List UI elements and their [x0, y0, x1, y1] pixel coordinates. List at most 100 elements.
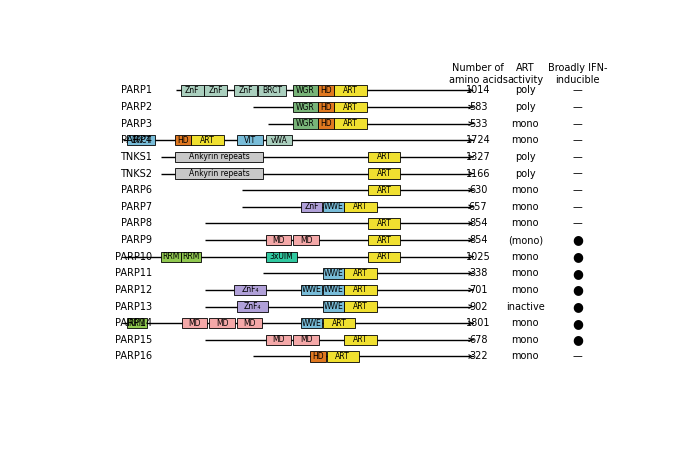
FancyBboxPatch shape — [181, 85, 204, 95]
Text: ART: ART — [353, 302, 368, 311]
Text: Broadly IFN-
inducible: Broadly IFN- inducible — [548, 63, 607, 85]
Text: PARP16: PARP16 — [114, 351, 152, 361]
FancyBboxPatch shape — [191, 135, 223, 145]
Text: ART: ART — [335, 352, 350, 361]
Text: 902: 902 — [469, 302, 487, 311]
Text: Number of
amino acids: Number of amino acids — [449, 63, 508, 85]
Text: PARP2: PARP2 — [121, 102, 152, 112]
Text: —: — — [573, 86, 583, 95]
FancyBboxPatch shape — [265, 335, 291, 345]
Text: 1166: 1166 — [466, 169, 490, 179]
Text: 1014: 1014 — [466, 86, 490, 95]
Text: —: — — [573, 218, 583, 229]
Text: ●: ● — [572, 234, 584, 247]
FancyBboxPatch shape — [368, 168, 401, 179]
Text: mono: mono — [512, 318, 539, 328]
Text: 322: 322 — [468, 351, 487, 361]
Text: mono: mono — [512, 268, 539, 279]
Text: 1327: 1327 — [466, 152, 491, 162]
FancyBboxPatch shape — [301, 318, 322, 328]
Text: PARP9: PARP9 — [121, 235, 152, 245]
Text: mono: mono — [512, 135, 539, 145]
Text: MD: MD — [272, 235, 284, 244]
Text: BRCT: BRCT — [131, 136, 151, 145]
Text: 854: 854 — [469, 218, 487, 229]
Text: ART
activity: ART activity — [507, 63, 544, 85]
Text: ART: ART — [377, 153, 391, 162]
FancyBboxPatch shape — [334, 85, 367, 95]
FancyBboxPatch shape — [310, 351, 326, 362]
FancyBboxPatch shape — [323, 285, 344, 295]
Text: PARP1: PARP1 — [121, 86, 152, 95]
Text: WWE: WWE — [302, 319, 322, 328]
FancyBboxPatch shape — [127, 135, 155, 145]
Text: —: — — [573, 119, 583, 129]
Text: MD: MD — [188, 319, 200, 328]
Text: ART: ART — [343, 86, 358, 95]
Text: PARP7: PARP7 — [121, 202, 152, 212]
Text: BRCT: BRCT — [262, 86, 282, 95]
Text: 533: 533 — [469, 119, 487, 129]
FancyBboxPatch shape — [204, 85, 227, 95]
Text: 701: 701 — [469, 285, 487, 295]
Text: ZnF: ZnF — [238, 86, 253, 95]
Text: PARP11: PARP11 — [114, 268, 152, 279]
FancyBboxPatch shape — [181, 318, 207, 328]
Text: ART: ART — [332, 319, 347, 328]
Text: MD: MD — [272, 335, 284, 344]
FancyBboxPatch shape — [237, 302, 268, 312]
Text: mono: mono — [512, 119, 539, 129]
Text: ART: ART — [200, 136, 215, 145]
FancyBboxPatch shape — [293, 85, 318, 95]
Text: PARP3: PARP3 — [121, 119, 152, 129]
FancyBboxPatch shape — [237, 135, 263, 145]
Text: ART: ART — [377, 252, 391, 261]
Text: —: — — [573, 351, 583, 361]
Text: ART: ART — [377, 186, 391, 195]
FancyBboxPatch shape — [326, 351, 359, 362]
FancyBboxPatch shape — [265, 135, 292, 145]
FancyBboxPatch shape — [368, 235, 401, 245]
FancyBboxPatch shape — [301, 285, 322, 295]
Text: ART: ART — [353, 335, 368, 344]
Text: WWE: WWE — [324, 202, 343, 211]
Text: mono: mono — [512, 252, 539, 262]
FancyBboxPatch shape — [293, 335, 319, 345]
Text: PARP4: PARP4 — [121, 135, 152, 145]
Text: mono: mono — [512, 218, 539, 229]
Text: —: — — [573, 202, 583, 212]
Text: 583: 583 — [469, 102, 487, 112]
Text: ART: ART — [343, 103, 358, 112]
FancyBboxPatch shape — [234, 285, 265, 295]
Text: HD: HD — [320, 119, 332, 128]
FancyBboxPatch shape — [368, 218, 401, 229]
FancyBboxPatch shape — [368, 252, 401, 262]
Text: WGR: WGR — [296, 103, 315, 112]
Text: HD: HD — [177, 136, 189, 145]
Text: PARP8: PARP8 — [121, 218, 152, 229]
Text: mono: mono — [512, 351, 539, 361]
Text: TNKS2: TNKS2 — [120, 169, 152, 179]
Text: HD: HD — [312, 352, 324, 361]
Text: 3xUIM: 3xUIM — [269, 252, 293, 261]
FancyBboxPatch shape — [323, 318, 355, 328]
FancyBboxPatch shape — [238, 318, 263, 328]
FancyBboxPatch shape — [368, 185, 401, 195]
Text: PARP14: PARP14 — [114, 318, 152, 328]
Text: Ankyrin repeats: Ankyrin repeats — [189, 169, 249, 178]
Text: ●: ● — [572, 267, 584, 280]
Text: RRM: RRM — [128, 319, 146, 328]
Text: ●: ● — [572, 300, 584, 313]
Text: 854: 854 — [469, 235, 487, 245]
FancyBboxPatch shape — [175, 152, 263, 162]
Text: ●: ● — [572, 284, 584, 297]
FancyBboxPatch shape — [293, 102, 318, 112]
FancyBboxPatch shape — [265, 252, 297, 262]
Text: —: — — [573, 102, 583, 112]
Text: PARP10: PARP10 — [114, 252, 152, 262]
Text: RRM: RRM — [182, 252, 200, 261]
Text: VIT: VIT — [244, 136, 256, 145]
Text: ZnF₄: ZnF₄ — [244, 302, 261, 311]
Text: ART: ART — [343, 119, 358, 128]
FancyBboxPatch shape — [323, 202, 344, 212]
